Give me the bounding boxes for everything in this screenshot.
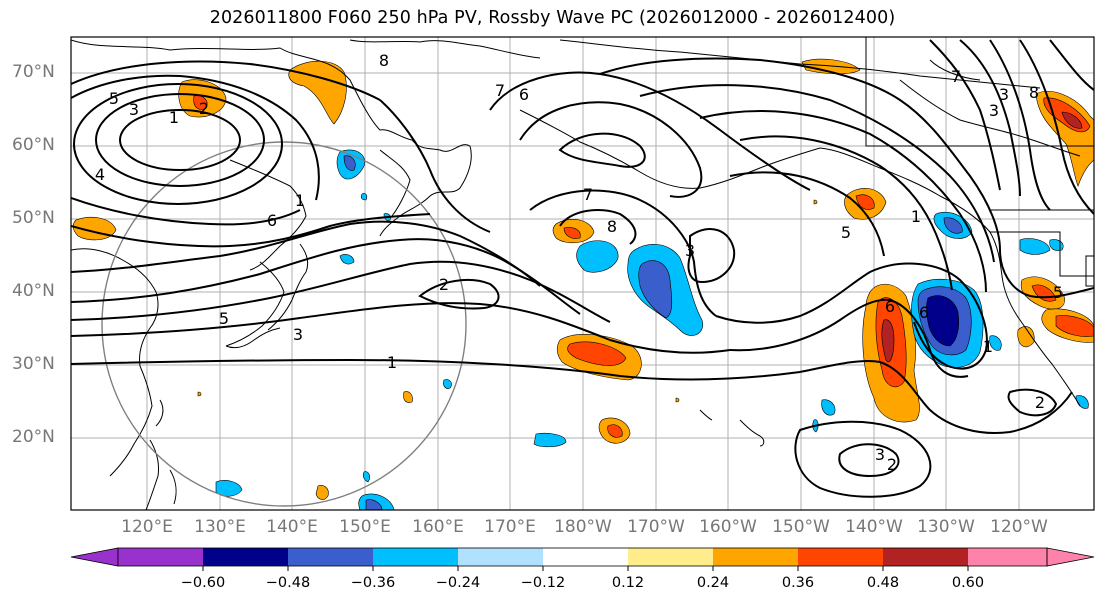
reference-circle: [101, 141, 467, 507]
colorbar-bin: [203, 548, 288, 566]
contour-label: 7: [495, 81, 505, 100]
contour-label: 2: [887, 455, 897, 474]
contour-label: 6: [885, 297, 895, 316]
colorbar-tick-label: −0.60: [180, 575, 226, 591]
contour-label: 7: [583, 185, 593, 204]
colorbar-max-extension: [1046, 547, 1095, 567]
contour-label: 5: [109, 89, 119, 108]
contour-label: 4: [95, 165, 105, 184]
contour-label: 1: [387, 353, 397, 372]
latitude-label: 50°N: [12, 208, 55, 228]
colorbar-tick-label: 0.48: [866, 575, 900, 591]
longitude-label: 160°W: [699, 517, 757, 537]
contour-label: 3: [685, 241, 695, 260]
latitude-label: 70°N: [12, 62, 55, 82]
gridlines: [71, 37, 1094, 510]
colorbar-bin: [118, 548, 203, 566]
contour-label: 3: [989, 101, 999, 120]
colorbar-bin: [628, 548, 713, 566]
contour-label: 7: [951, 67, 961, 86]
colorbar-tick-label: 0.24: [696, 575, 730, 591]
colorbar-bin: [713, 548, 798, 566]
contour-label: 1: [983, 337, 993, 356]
colorbar-bin: [968, 548, 1047, 566]
colorbar: [70, 547, 1095, 571]
longitude-label: 160°E: [412, 517, 464, 537]
contour-label: 6: [519, 85, 529, 104]
contour-label: 8: [379, 51, 389, 70]
contour-label: 1: [295, 191, 305, 210]
map-title: 2026011800 F060 250 hPa PV, Rossby Wave …: [209, 8, 896, 28]
contour-label: 3: [999, 85, 1009, 104]
contour-label: 2: [199, 99, 209, 118]
colorbar-tick-label: −0.48: [265, 575, 311, 591]
longitude-label: 150°W: [772, 517, 830, 537]
longitude-label: 120°W: [990, 517, 1048, 537]
contour-label: 3: [129, 100, 139, 119]
colorbar-bin: [288, 548, 373, 566]
contour-label: 8: [1029, 83, 1039, 102]
contour-label: 5: [841, 223, 851, 242]
map-frame: [70, 36, 1095, 511]
contour-label: 1: [911, 207, 921, 226]
longitude-label: 140°W: [845, 517, 903, 537]
longitude-label: 180°W: [554, 517, 612, 537]
longitude-label: 170°W: [627, 517, 685, 537]
colorbar-tick-label: 0.36: [781, 575, 815, 591]
contour-label: 6: [267, 211, 277, 230]
longitude-label: 130°W: [917, 517, 975, 537]
longitude-label: 130°E: [194, 517, 246, 537]
contour-label: 3: [293, 325, 303, 344]
colorbar-tick-label: 0.60: [951, 575, 985, 591]
colorbar-tick-label: −0.36: [350, 575, 396, 591]
colorbar-tick-label: −0.24: [435, 575, 481, 591]
colorbar-bin: [458, 548, 543, 566]
latitude-label: 30°N: [12, 354, 55, 374]
colorbar-bin: [373, 548, 458, 566]
longitude-label: 120°E: [121, 517, 173, 537]
colorbar-min-extension: [70, 547, 119, 567]
latitude-label: 20°N: [12, 427, 55, 447]
contour-label: 2: [439, 275, 449, 294]
contour-label: 3: [875, 445, 885, 464]
contour-label: 5: [219, 309, 229, 328]
contour-label: 2: [1035, 393, 1045, 412]
contour-label: 5: [1053, 283, 1063, 302]
colorbar-tick-label: 0.12: [611, 575, 645, 591]
contour-label: 6: [919, 303, 929, 322]
latitude-label: 60°N: [12, 135, 55, 155]
colorbar-bin: [798, 548, 883, 566]
longitude-label: 150°E: [339, 517, 391, 537]
longitude-label: 140°E: [266, 517, 318, 537]
coastlines: [71, 37, 1094, 510]
longitude-label: 170°E: [484, 517, 536, 537]
colorbar-tick-label: −0.12: [520, 575, 566, 591]
latitude-label: 40°N: [12, 281, 55, 301]
colorbar-bin: [543, 548, 628, 566]
contour-label: 8: [607, 217, 617, 236]
contour-label: 1: [169, 108, 179, 127]
pv-anomaly-shading: [72, 58, 1094, 510]
pv-contours: [71, 39, 1094, 498]
colorbar-bin: [883, 548, 968, 566]
contour-labels: 5 3 2 1 4 6 8 7 6 1 7 8 3 2 5 3 1 6 1 5 …: [95, 51, 1063, 474]
